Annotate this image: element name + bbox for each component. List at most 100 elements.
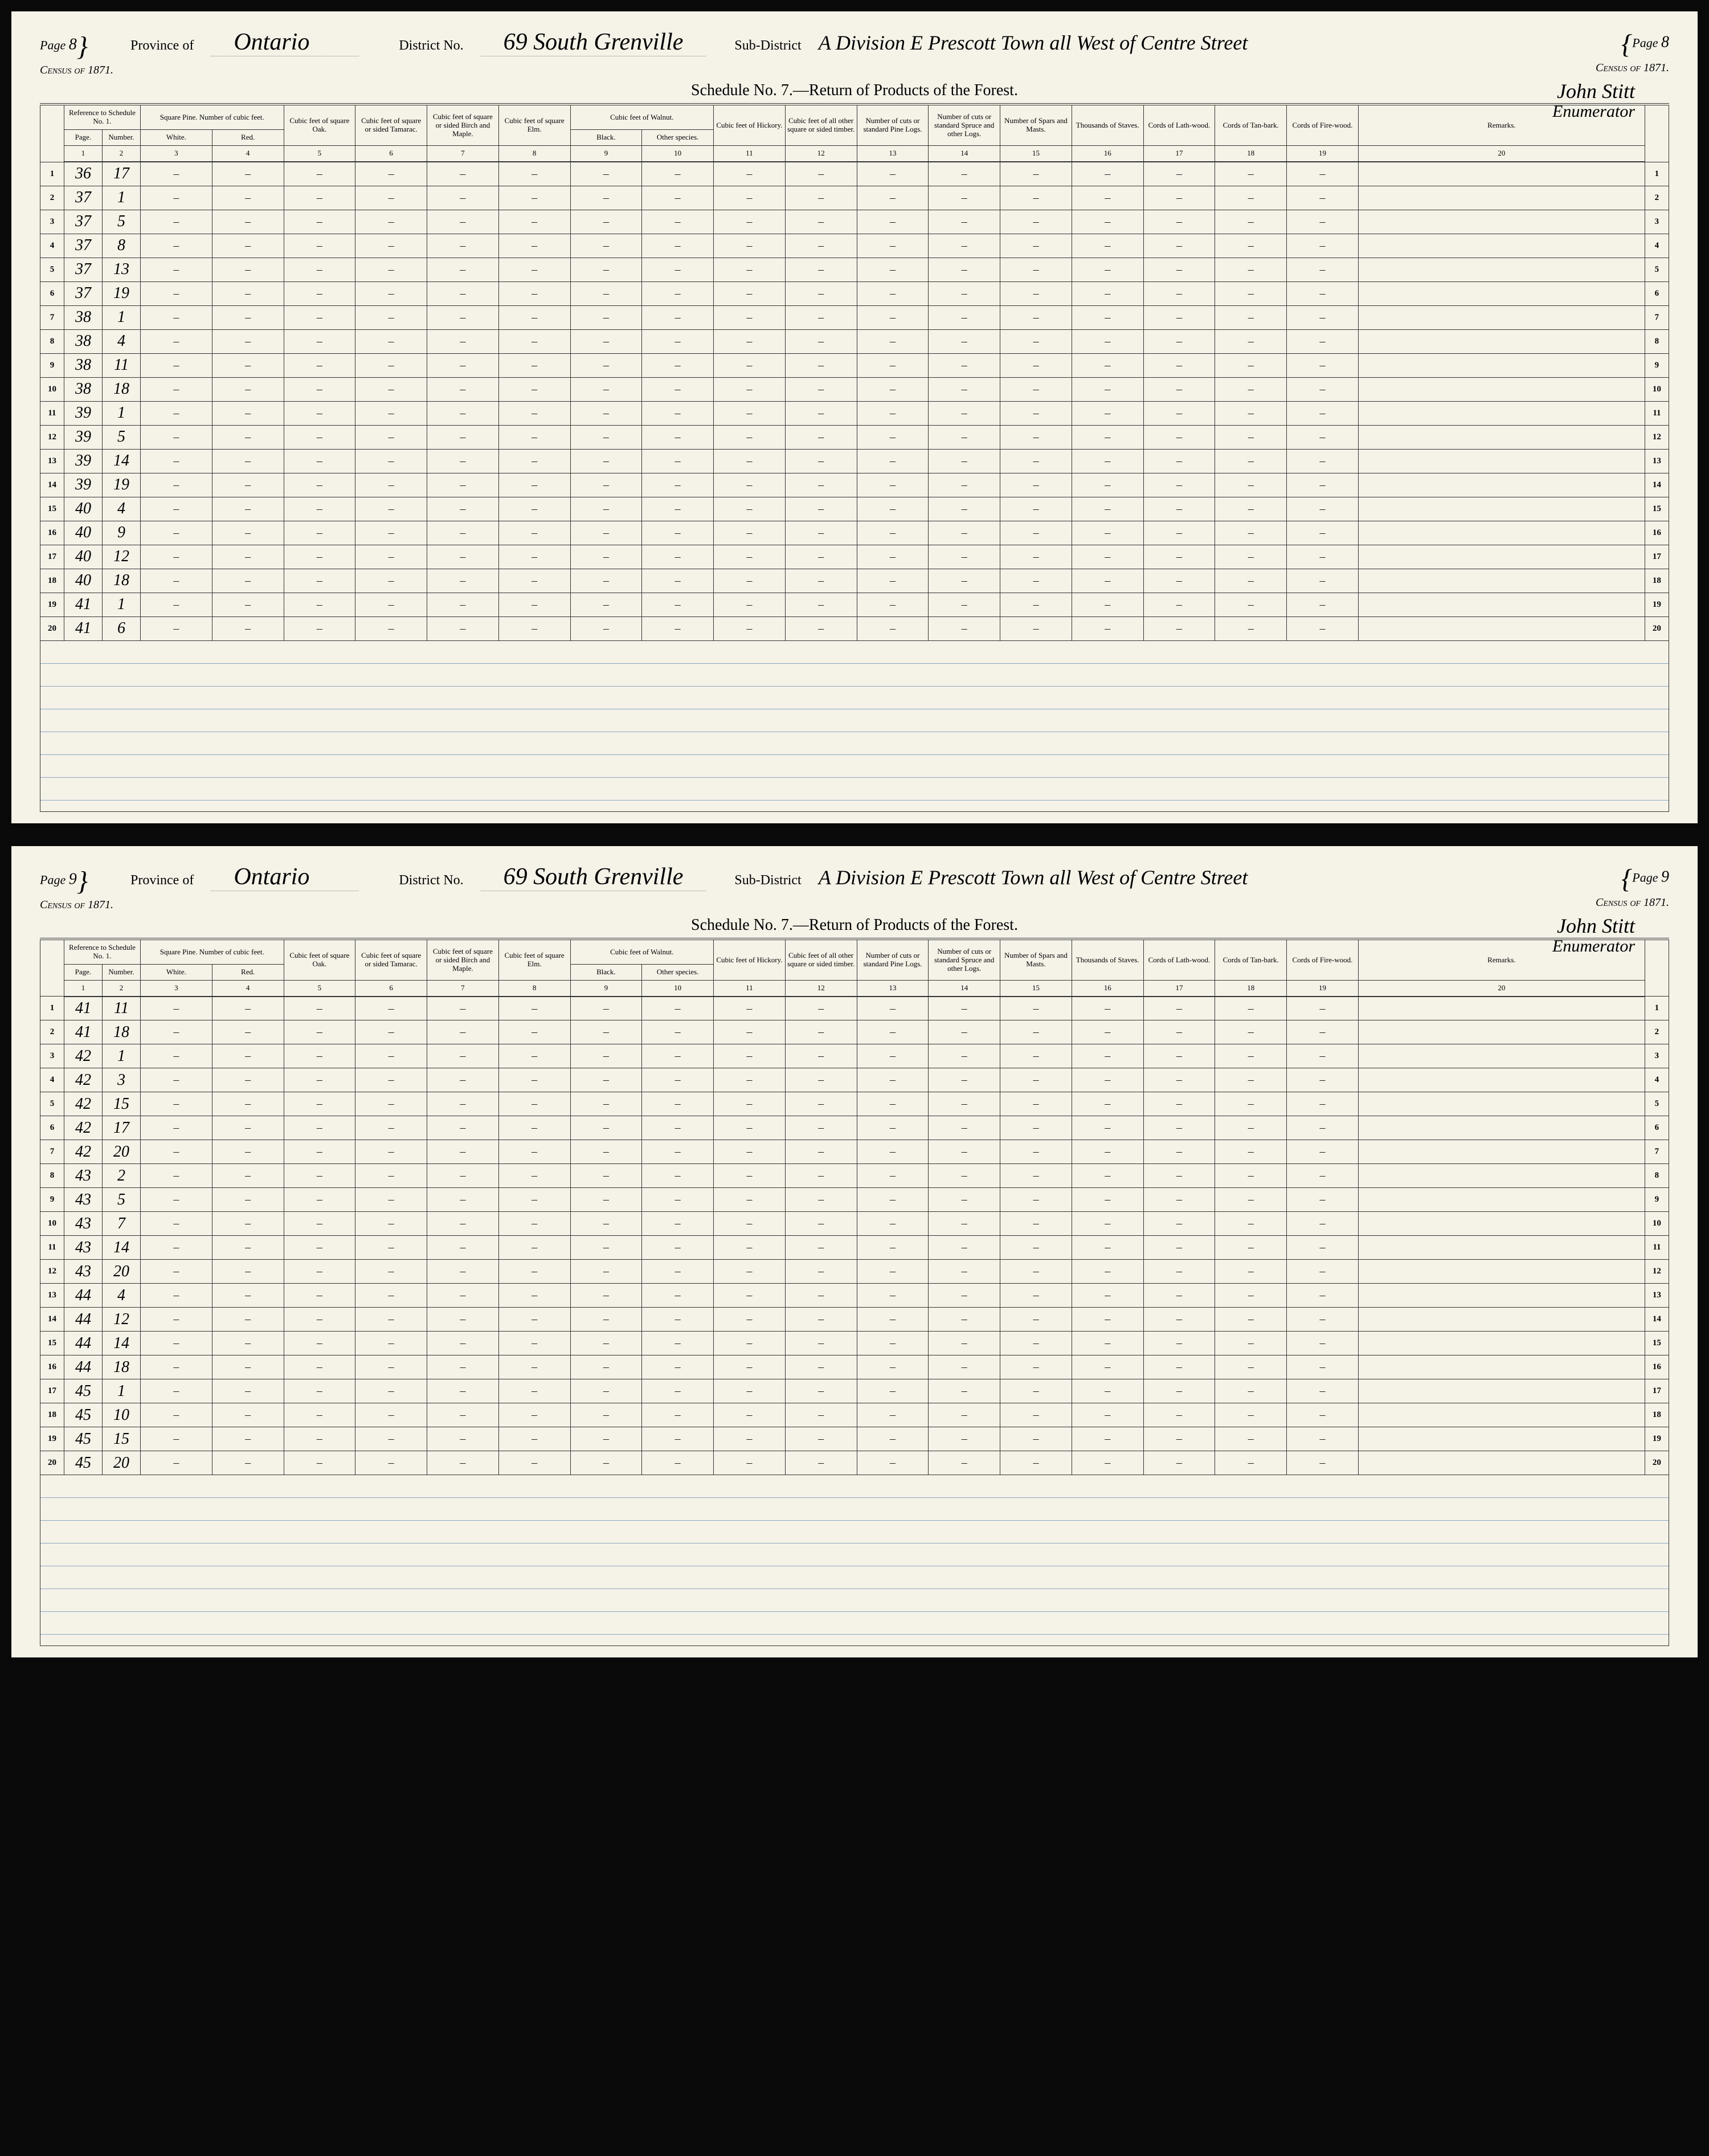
cell-ref-number: 1: [102, 1044, 140, 1068]
row-num-right: 20: [1645, 1451, 1669, 1475]
cell-ref-page: 42: [64, 1044, 102, 1068]
cell-ref-page: 45: [64, 1403, 102, 1427]
cell-data: –: [1215, 521, 1287, 545]
cell-data: –: [1287, 186, 1359, 210]
district-label: District No.: [399, 38, 463, 54]
cell-data: –: [1287, 281, 1359, 305]
cell-data: –: [570, 616, 642, 640]
hdr-colnum-13: 13: [857, 980, 929, 996]
row-num-right: 13: [1645, 449, 1669, 473]
cell-data: –: [141, 1236, 212, 1260]
cell-data: –: [570, 1236, 642, 1260]
cell-data: –: [284, 1092, 355, 1116]
hdr-colnum-16: 16: [1072, 980, 1143, 996]
cell-data: –: [1215, 1188, 1287, 1212]
cell-data: –: [1215, 425, 1287, 449]
cell-data: –: [785, 1188, 857, 1212]
hdr-colnum-2: 2: [102, 980, 140, 996]
cell-data: –: [498, 1116, 570, 1140]
cell-data: –: [929, 1212, 1000, 1236]
cell-data: –: [785, 305, 857, 329]
cell-data: –: [498, 1451, 570, 1475]
cell-remarks: [1358, 569, 1645, 593]
cell-data: –: [284, 1332, 355, 1355]
cell-ref-page: 38: [64, 305, 102, 329]
cell-remarks: [1358, 1308, 1645, 1332]
ruled-blank-area: [40, 641, 1669, 812]
cell-data: –: [714, 497, 786, 521]
enumerator-name: John Stitt: [1557, 79, 1635, 103]
table-row: 13617–––––––––––––––––1: [40, 162, 1669, 186]
cell-data: –: [427, 1020, 499, 1044]
cell-data: –: [427, 1260, 499, 1284]
hdr-colnum-8: 8: [498, 146, 570, 162]
cell-data: –: [1215, 401, 1287, 425]
cell-data: –: [212, 162, 284, 186]
cell-data: –: [1143, 593, 1215, 616]
cell-data: –: [929, 425, 1000, 449]
cell-data: –: [857, 258, 929, 281]
cell-data: –: [212, 1236, 284, 1260]
cell-data: –: [284, 449, 355, 473]
enumerator-name: John Stitt: [1557, 914, 1635, 938]
cell-data: –: [284, 497, 355, 521]
cell-data: –: [714, 569, 786, 593]
row-num-right: 18: [1645, 569, 1669, 593]
cell-data: –: [1143, 1332, 1215, 1355]
table-row: 11391–––––––––––––––––11: [40, 401, 1669, 425]
cell-data: –: [1215, 1044, 1287, 1068]
cell-data: –: [498, 401, 570, 425]
row-num-left: 16: [40, 521, 64, 545]
cell-data: –: [355, 569, 427, 593]
cell-data: –: [1072, 1068, 1143, 1092]
cell-data: –: [570, 353, 642, 377]
cell-data: –: [498, 521, 570, 545]
cell-data: –: [212, 473, 284, 497]
cell-data: –: [857, 497, 929, 521]
schedule-text: Schedule No. 7.—Return of Products of th…: [691, 916, 1018, 934]
cell-data: –: [785, 569, 857, 593]
row-num-right: 20: [1645, 616, 1669, 640]
cell-data: –: [929, 1164, 1000, 1188]
cell-data: –: [785, 162, 857, 186]
cell-data: –: [355, 377, 427, 401]
cell-data: –: [714, 1164, 786, 1188]
cell-data: –: [141, 1284, 212, 1308]
cell-data: –: [141, 616, 212, 640]
cell-data: –: [642, 305, 714, 329]
cell-ref-number: 19: [102, 473, 140, 497]
subdistrict-label: Sub-District: [734, 38, 801, 54]
cell-data: –: [642, 473, 714, 497]
cell-data: –: [141, 353, 212, 377]
cell-data: –: [212, 186, 284, 210]
hdr-c13: Number of cuts or standard Pine Logs.: [857, 104, 929, 145]
cell-data: –: [714, 1236, 786, 1260]
table-row: 4378–––––––––––––––––4: [40, 234, 1669, 258]
cell-data: –: [1000, 473, 1072, 497]
cell-data: –: [355, 1332, 427, 1355]
cell-ref-page: 40: [64, 521, 102, 545]
cell-data: –: [570, 473, 642, 497]
cell-data: –: [1287, 234, 1359, 258]
cell-data: –: [355, 401, 427, 425]
table-row: 8384–––––––––––––––––8: [40, 329, 1669, 353]
cell-data: –: [427, 1044, 499, 1068]
cell-data: –: [1072, 569, 1143, 593]
hdr-colnum-17: 17: [1143, 980, 1215, 996]
cell-data: –: [1143, 305, 1215, 329]
cell-data: –: [1000, 258, 1072, 281]
cell-data: –: [1000, 1188, 1072, 1212]
cell-data: –: [427, 1212, 499, 1236]
cell-data: –: [1143, 1308, 1215, 1332]
cell-data: –: [642, 1379, 714, 1403]
cell-data: –: [714, 401, 786, 425]
cell-data: –: [929, 305, 1000, 329]
cell-ref-page: 37: [64, 210, 102, 234]
cell-data: –: [929, 521, 1000, 545]
row-num-right: 2: [1645, 1020, 1669, 1044]
cell-data: –: [857, 329, 929, 353]
cell-ref-number: 20: [102, 1451, 140, 1475]
cell-data: –: [785, 401, 857, 425]
cell-data: –: [714, 1068, 786, 1092]
cell-data: –: [141, 1355, 212, 1379]
